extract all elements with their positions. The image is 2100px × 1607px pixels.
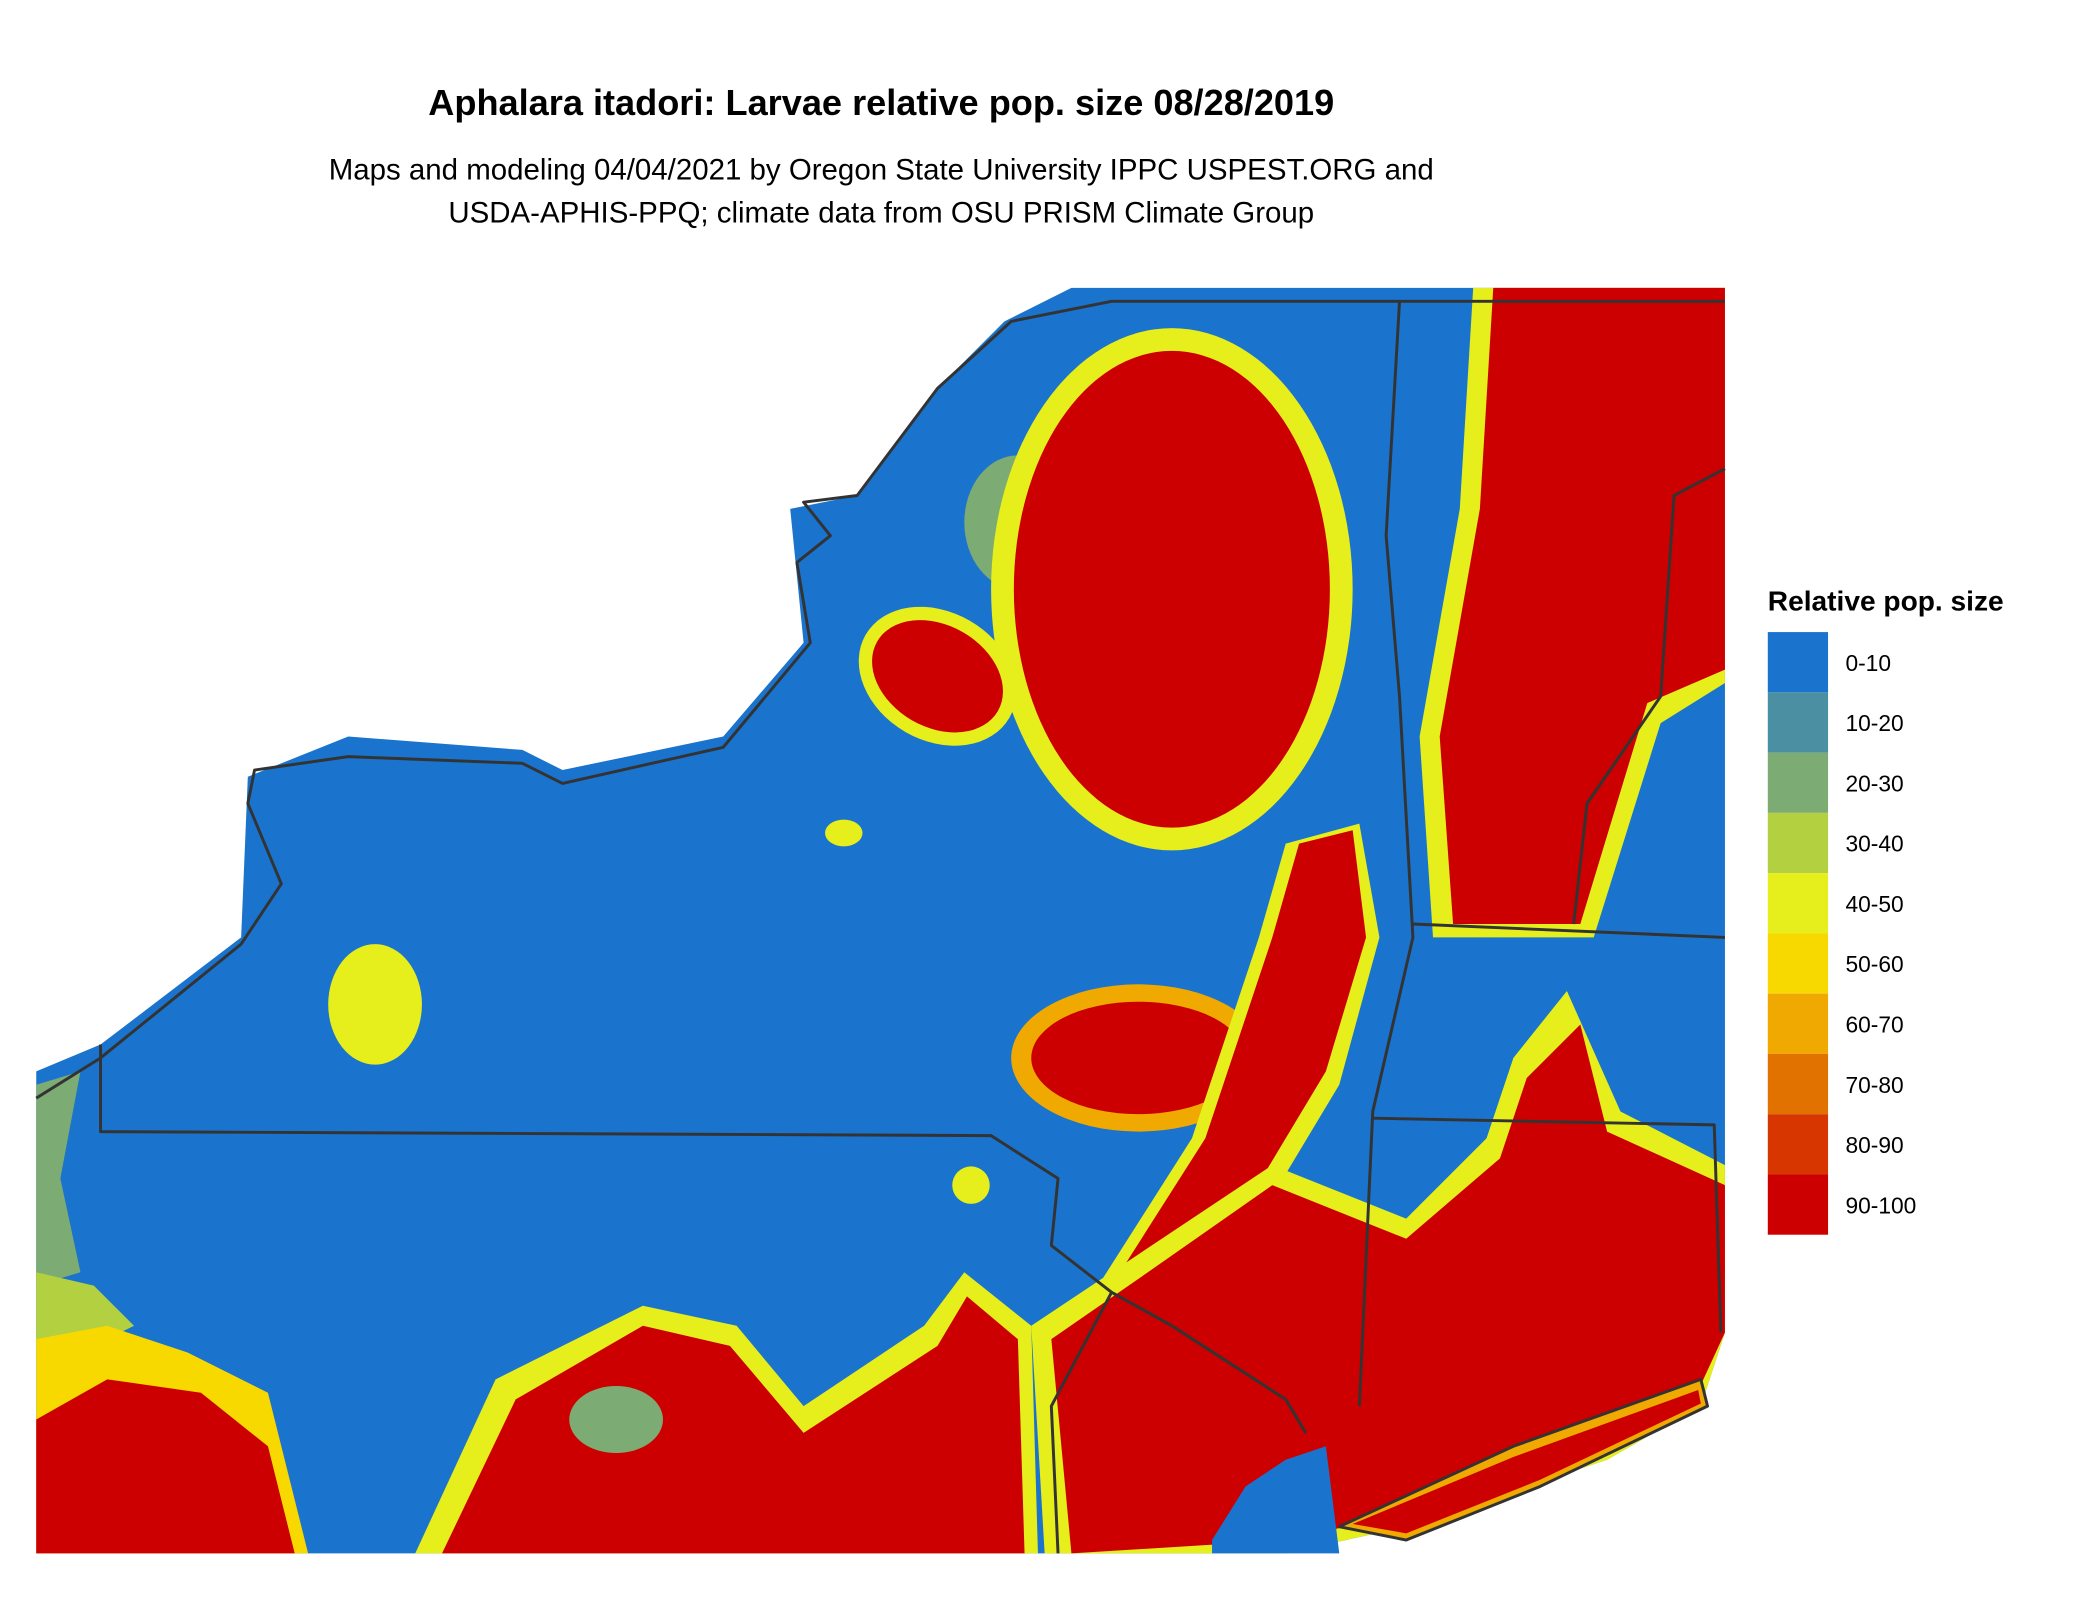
state-border xyxy=(1337,1377,1710,1542)
region xyxy=(569,1386,663,1453)
region xyxy=(952,1166,990,1204)
legend-title: Relative pop. size xyxy=(1768,586,2004,617)
legend: 0-10 10-20 20-30 30-40 40-50 50-60 60-70 70-80 8… xyxy=(1767,632,1916,1235)
legend-swatch xyxy=(1767,993,1829,1054)
legend-swatch xyxy=(1767,812,1829,874)
legend-label: 60-70 xyxy=(1845,1011,1903,1037)
legend-swatch xyxy=(1767,873,1829,934)
region xyxy=(36,1071,81,1286)
legend-label: 90-100 xyxy=(1845,1192,1916,1218)
legend-swatch xyxy=(1767,692,1829,753)
state-border xyxy=(1049,1291,1113,1554)
legend-swatch xyxy=(1767,933,1829,994)
subtitle: USDA-APHIS-PPQ; climate data from OSU PR… xyxy=(448,196,1314,229)
map xyxy=(35,287,1726,1554)
legend-swatch xyxy=(1767,1174,1829,1235)
region xyxy=(1212,1446,1340,1554)
region xyxy=(1013,350,1330,828)
state-border xyxy=(1357,301,1415,1407)
region xyxy=(825,819,863,847)
legend-swatch xyxy=(1767,632,1829,693)
legend-label: 80-90 xyxy=(1845,1132,1903,1158)
legend-label: 40-50 xyxy=(1845,891,1903,917)
region xyxy=(1439,287,1725,925)
state-border xyxy=(1372,1116,1723,1333)
legend-label: 70-80 xyxy=(1845,1072,1903,1098)
region xyxy=(36,1379,295,1554)
region xyxy=(328,944,422,1065)
legend-swatch xyxy=(1767,1053,1829,1115)
legend-label: 20-30 xyxy=(1845,770,1903,796)
legend-swatch xyxy=(1767,1114,1829,1175)
region xyxy=(872,620,1003,733)
legend-label: 30-40 xyxy=(1845,831,1903,857)
region xyxy=(1031,1001,1246,1115)
legend-swatch xyxy=(1767,752,1829,813)
state-border xyxy=(35,299,1725,1100)
legend-label: 10-20 xyxy=(1845,710,1903,736)
state-border xyxy=(99,1044,1308,1434)
state-border xyxy=(1572,467,1726,925)
state-border xyxy=(1412,922,1726,939)
region xyxy=(1051,1024,1725,1554)
title: Aphalara itadori: Larvae relative pop. s… xyxy=(428,82,1334,123)
region xyxy=(1111,830,1367,1340)
legend-label: 50-60 xyxy=(1845,951,1903,977)
region xyxy=(1352,1390,1701,1534)
region xyxy=(442,1296,1025,1554)
legend-label: 0-10 xyxy=(1845,650,1891,676)
subtitle: Maps and modeling 04/04/2021 by Oregon S… xyxy=(329,153,1434,186)
